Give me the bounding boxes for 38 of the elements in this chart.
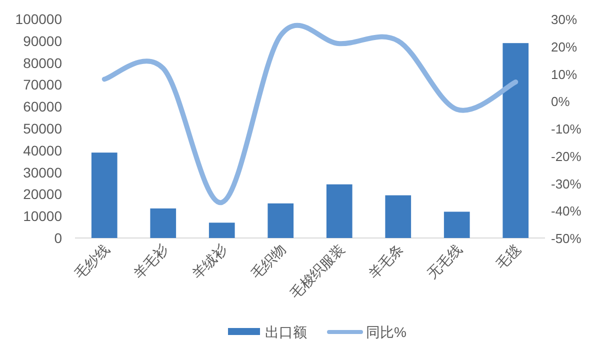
y-tick-label: 30000: [23, 164, 62, 180]
y-tick-label: 90000: [23, 32, 62, 49]
y-tick-label: 50000: [23, 120, 62, 136]
legend-label: 出口额: [265, 324, 307, 340]
y-tick-label: 40000: [23, 142, 62, 158]
bar: [91, 152, 118, 238]
bar: [268, 203, 294, 238]
y2-tick-label: 30%: [551, 12, 578, 27]
y-tick-label: 60000: [23, 98, 62, 115]
x-tick-label: 毛梭织服装: [286, 240, 348, 302]
y-tick-label: 80000: [23, 54, 62, 71]
x-tick-label: 无毛线: [424, 240, 465, 282]
y-tick-label: 100000: [15, 11, 62, 27]
x-tick-label: 羊毛条: [365, 240, 406, 282]
y2-tick-label: -20%: [551, 148, 582, 164]
y2-tick-label: 0%: [551, 94, 570, 110]
bar: [208, 222, 235, 238]
y2-tick-label: -50%: [551, 231, 582, 246]
y2-tick-label: 10%: [551, 66, 578, 82]
y2-tick-label: -10%: [551, 122, 582, 136]
bar: [444, 212, 470, 238]
legend-label: 同比%: [366, 324, 406, 340]
y2-tick-label: -40%: [551, 204, 582, 219]
bar: [502, 43, 529, 238]
x-tick-label: 羊毛衫: [130, 240, 172, 282]
y-tick-label: 10000: [23, 208, 62, 224]
y2-tick-label: 20%: [551, 39, 578, 54]
x-tick-label: 羊绒衫: [188, 240, 230, 282]
bar: [385, 195, 412, 238]
x-tick-label: 毛毯: [492, 240, 524, 272]
y-tick-label: 0: [54, 230, 62, 246]
y2-tick-label: -30%: [551, 176, 582, 192]
y-tick-label: 70000: [23, 76, 62, 93]
x-tick-label: 毛织物: [248, 240, 289, 282]
y-tick-label: 20000: [23, 186, 62, 202]
bar: [326, 184, 352, 238]
x-tick-label: 毛纱线: [71, 240, 112, 282]
bar: [150, 208, 176, 238]
